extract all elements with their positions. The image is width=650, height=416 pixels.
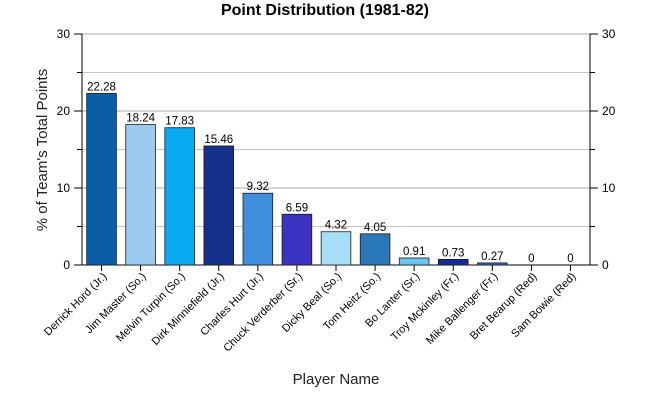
right-y-tick-label: 0 (602, 258, 609, 272)
category-label: Troy Mckinley (Fr.) (389, 271, 462, 344)
x-axis-title: Player Name (293, 371, 380, 388)
data-label: 9.32 (247, 181, 269, 193)
data-label: 4.05 (364, 222, 386, 234)
data-label: 22.28 (87, 81, 116, 93)
data-labels: 22.28 18.24 17.83 15.46 9.32 6.59 4.32 4.05 0.91… (87, 81, 574, 265)
bar (437, 258, 469, 266)
bar (398, 257, 430, 266)
y-tick-label: 30 (57, 27, 71, 41)
bar (164, 127, 195, 266)
bar (281, 213, 313, 266)
chart-title: Point Distribution (1981-82) (221, 2, 429, 19)
data-label: 15.46 (204, 134, 233, 146)
y-tick-label: 0 (63, 258, 70, 272)
data-label: 0.27 (481, 251, 503, 263)
data-label: 18.24 (126, 113, 155, 125)
bar (359, 233, 391, 266)
bar (203, 145, 235, 266)
data-label: 6.59 (286, 202, 308, 214)
data-label: 0.91 (403, 246, 425, 258)
y-tick-label: 20 (57, 104, 71, 118)
category-label: Dirk Minniefield (Jr.) (150, 271, 227, 348)
bar (242, 192, 274, 266)
category-label: Mike Ballenger (Fr.) (424, 271, 500, 347)
y-tick-label: 10 (57, 181, 71, 195)
right-y-tick-label: 20 (602, 104, 616, 118)
data-label: 17.83 (165, 116, 194, 128)
category-labels: Derrick Hord (Jr.)Jim Master (So.)Melvin… (42, 271, 579, 355)
bars (86, 93, 508, 266)
category-label: Bret Bearup (Red) (468, 271, 540, 343)
right-y-tick-label: 30 (602, 27, 616, 41)
data-label: 0 (567, 253, 573, 265)
bar (320, 231, 352, 266)
y-axis-title: % of Team's Total Points (34, 69, 51, 231)
right-y-tick-label: 10 (602, 181, 616, 195)
data-label: 4.32 (325, 220, 347, 232)
bar (477, 262, 508, 266)
data-label: 0 (528, 253, 534, 265)
bar (86, 93, 117, 266)
bar (125, 124, 156, 266)
data-label: 0.73 (442, 247, 464, 259)
category-label: Melvin Turpin (So.) (114, 271, 188, 345)
